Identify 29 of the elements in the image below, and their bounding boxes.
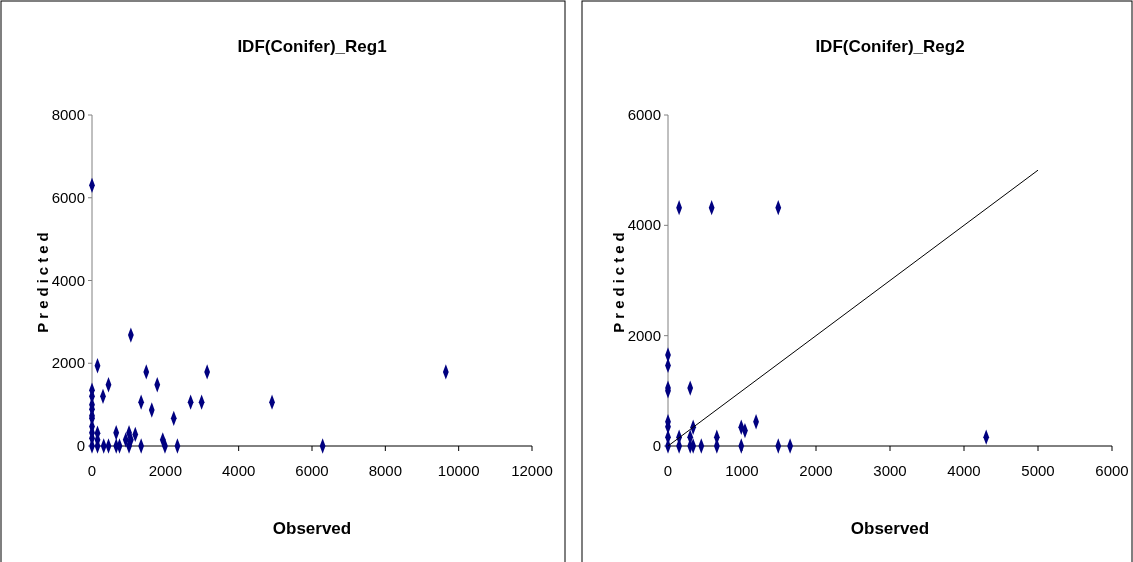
y-tick-label: 0 <box>76 437 85 454</box>
y-tick-label: 8000 <box>51 106 85 123</box>
x-tick-label: 0 <box>87 462 97 479</box>
x-axis-title: Observed <box>272 519 352 538</box>
chart-title: IDF(Conifer)_Reg2 <box>815 37 965 56</box>
x-axis-title: Observed <box>850 519 930 538</box>
y-tick-label: 6000 <box>51 188 85 206</box>
y-tick-label: 2000 <box>51 354 85 372</box>
x-tick-label: 12000 <box>511 462 553 479</box>
x-tick-label: 6000 <box>1095 462 1129 479</box>
x-tick-label: 10000 <box>437 462 480 479</box>
x-tick-label: 8000 <box>368 462 403 479</box>
x-tick-label: 2000 <box>148 462 183 479</box>
x-tick-label: 2000 <box>799 462 833 479</box>
y-tick-label: 4000 <box>51 271 85 289</box>
y-axis-title: Predicted <box>610 228 627 333</box>
y-tick-label: 4000 <box>627 216 661 234</box>
x-tick-label: 0 <box>663 462 673 479</box>
y-tick-label: 6000 <box>627 106 661 123</box>
y-axis-title: Predicted <box>34 228 51 333</box>
chart-title: IDF(Conifer)_Reg1 <box>237 37 387 56</box>
y-tick-label: 2000 <box>627 326 661 344</box>
x-tick-label: 4000 <box>221 462 256 479</box>
x-tick-label: 1000 <box>725 462 759 479</box>
x-tick-label: 4000 <box>947 462 981 479</box>
x-tick-label: 6000 <box>295 462 329 479</box>
x-tick-label: 5000 <box>1021 462 1055 479</box>
y-tick-label: 0 <box>652 437 661 454</box>
x-tick-label: 3000 <box>873 462 907 479</box>
